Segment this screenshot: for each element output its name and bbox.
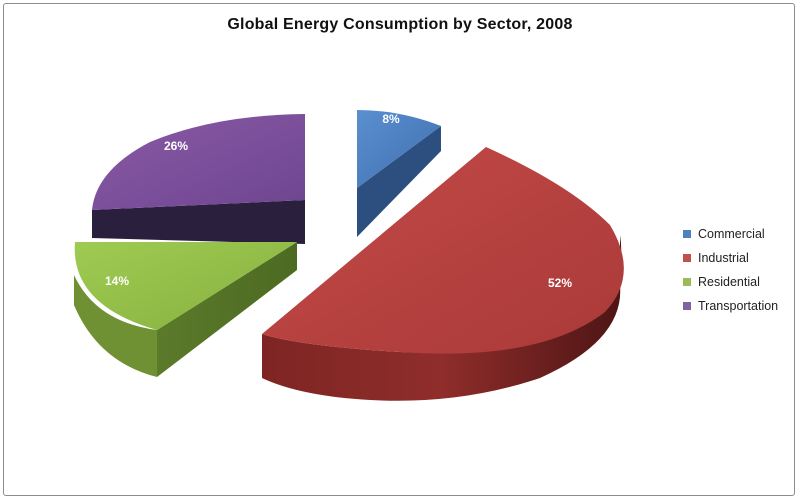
slice-residential-top [74,242,297,330]
slice-commercial-top [357,110,441,188]
legend-swatch-residential [683,278,691,286]
slice-residential-side [157,242,297,377]
legend-swatch-commercial [683,230,691,238]
chart-title: Global Energy Consumption by Sector, 200… [227,16,573,33]
legend-item-industrial: Industrial [683,246,778,270]
chart-legend: Commercial Industrial Residential Transp… [683,222,778,318]
slice-industrial [262,147,624,401]
legend-label-commercial: Commercial [698,227,765,241]
slice-industrial-top [262,147,624,354]
data-label-industrial: 52% [548,276,572,290]
slice-residential [74,242,297,377]
legend-label-industrial: Industrial [698,251,749,265]
legend-label-residential: Residential [698,275,760,289]
data-label-residential: 14% [105,274,129,288]
legend-item-transportation: Transportation [683,294,778,318]
legend-item-commercial: Commercial [683,222,778,246]
legend-item-residential: Residential [683,270,778,294]
legend-label-transportation: Transportation [698,299,779,313]
slice-residential-outer-side [74,275,157,377]
slice-commercial [357,110,441,237]
slice-transportation-side [92,200,305,244]
slice-transportation-top [92,114,305,210]
data-label-commercial: 8% [382,112,400,126]
slice-industrial-side [262,235,622,401]
data-label-transportation: 26% [164,139,188,153]
legend-swatch-industrial [683,254,691,262]
slice-commercial-side [357,126,441,237]
slice-transportation [92,114,305,244]
legend-swatch-transportation [683,302,691,310]
